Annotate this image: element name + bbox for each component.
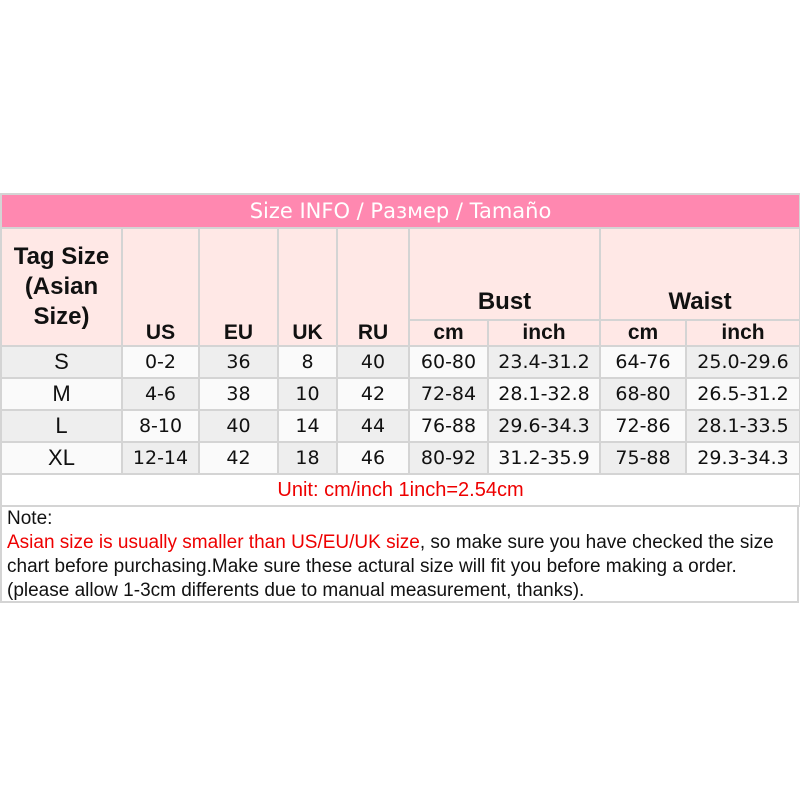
cell-waist-inch: 29.3-34.3 — [684, 441, 800, 475]
cell-bust-cm: 80-92 — [408, 441, 489, 475]
cell-bust-cm: 72-84 — [408, 377, 489, 411]
size-chart: Size INFO / Размер / Tamaño Tag Size (As… — [0, 193, 800, 603]
cell-uk: 10 — [277, 377, 338, 411]
cell-waist-inch: 25.0-29.6 — [684, 345, 800, 379]
cell-waist-cm: 64-76 — [599, 345, 687, 379]
cell-bust-inch: 31.2-35.9 — [487, 441, 601, 475]
cell-waist-inch: 28.1-33.5 — [684, 409, 800, 443]
cell-tag: XL — [0, 441, 123, 475]
table-row: L 8-10 40 14 44 76-88 29.6-34.3 72-86 28.1-33.5 — [0, 409, 800, 443]
cell-eu: 42 — [198, 441, 279, 475]
table-row: S 0-2 36 8 40 60-80 23.4-31.2 64-76 25.0-29.6 — [0, 345, 800, 379]
cell-eu: 36 — [198, 345, 279, 379]
header-waist-inch: inch — [684, 319, 800, 347]
cell-ru: 40 — [336, 345, 410, 379]
cell-ru: 42 — [336, 377, 410, 411]
cell-eu: 40 — [198, 409, 279, 443]
notes: Note: Asian size is usually smaller than… — [0, 507, 799, 603]
cell-us: 0-2 — [121, 345, 200, 379]
cell-ru: 44 — [336, 409, 410, 443]
cell-eu: 38 — [198, 377, 279, 411]
header-us: US — [121, 227, 200, 347]
note-detail: , so make sure you have checked the size… — [7, 532, 774, 601]
table-row: M 4-6 38 10 42 72-84 28.1-32.8 68-80 26.5-31.2 — [0, 377, 800, 411]
header-uk: UK — [277, 227, 338, 347]
header-ru: RU — [336, 227, 410, 347]
cell-uk: 18 — [277, 441, 338, 475]
cell-tag: S — [0, 345, 123, 379]
note-label: Note: — [7, 508, 53, 529]
header-waist: Waist — [598, 227, 800, 321]
table-row: XL 12-14 42 18 46 80-92 31.2-35.9 75-88 29.3-34.… — [0, 441, 800, 475]
cell-uk: 14 — [277, 409, 338, 443]
header-bust: Bust — [408, 227, 601, 321]
cell-tag: L — [0, 409, 123, 443]
header-tag-size: Tag Size (Asian Size) — [0, 227, 123, 347]
cell-waist-cm: 72-86 — [599, 409, 687, 443]
note-text: Asian size is usually smaller than US/EU… — [7, 531, 797, 603]
cell-bust-cm: 76-88 — [408, 409, 489, 443]
cell-us: 4-6 — [121, 377, 200, 411]
cell-us: 8-10 — [121, 409, 200, 443]
header-waist-cm: cm — [599, 319, 687, 347]
cell-bust-cm: 60-80 — [408, 345, 489, 379]
cell-uk: 8 — [277, 345, 338, 379]
unit-note: Unit: cm/inch 1inch=2.54cm — [0, 473, 800, 507]
cell-ru: 46 — [336, 441, 410, 475]
cell-bust-inch: 29.6-34.3 — [487, 409, 601, 443]
cell-us: 12-14 — [121, 441, 200, 475]
header-bust-inch: inch — [487, 319, 601, 347]
cell-bust-inch: 23.4-31.2 — [487, 345, 601, 379]
cell-bust-inch: 28.1-32.8 — [487, 377, 601, 411]
cell-tag: M — [0, 377, 123, 411]
header-eu: EU — [198, 227, 279, 347]
cell-waist-cm: 68-80 — [599, 377, 687, 411]
cell-waist-inch: 26.5-31.2 — [684, 377, 800, 411]
note-warning: Asian size is usually smaller than US/EU… — [7, 532, 420, 553]
cell-waist-cm: 75-88 — [599, 441, 687, 475]
size-table: Size INFO / Размер / Tamaño Tag Size (As… — [0, 193, 800, 507]
header-bust-cm: cm — [408, 319, 489, 347]
chart-title: Size INFO / Размер / Tamaño — [0, 193, 800, 229]
